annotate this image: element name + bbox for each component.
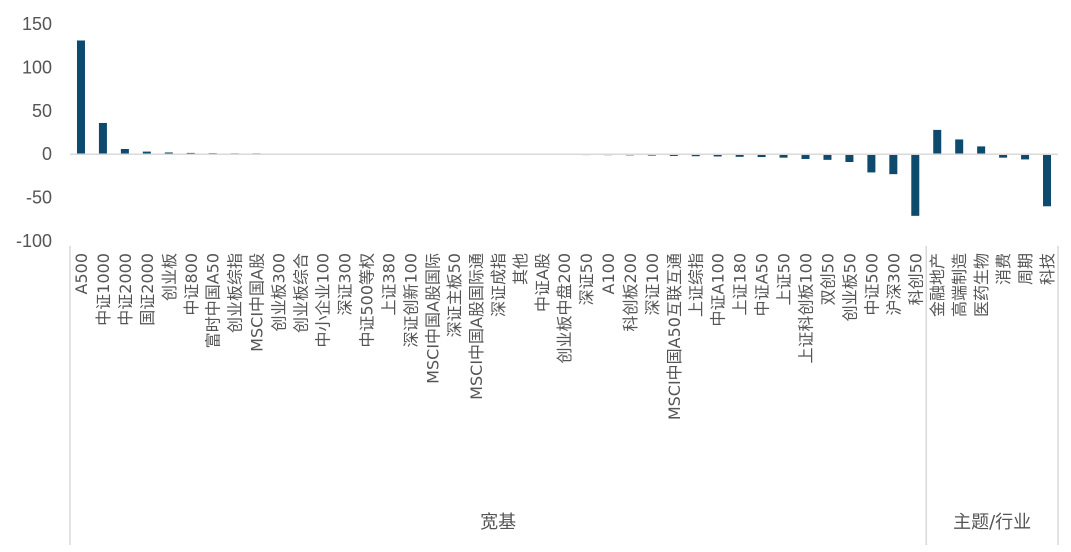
bar — [933, 129, 942, 155]
bar — [669, 154, 678, 156]
x-tick-label: 创业板50 — [840, 253, 859, 321]
x-tick-label: 科技 — [1038, 253, 1057, 285]
bar — [845, 154, 854, 163]
x-tick-label: 中证2000 — [116, 253, 135, 326]
x-tick-label: MSCI中国A50互联互通 — [665, 253, 684, 420]
x-tick-label: 创业板300 — [270, 253, 289, 332]
x-tick-label: A500 — [72, 253, 91, 294]
bar — [142, 151, 151, 155]
bar — [757, 154, 766, 158]
x-tick-label: 高端制造 — [950, 253, 969, 317]
group-label: 宽基 — [480, 512, 516, 533]
x-tick-label: 中证A50 — [753, 253, 772, 316]
bar — [164, 152, 173, 155]
y-axis: 150 100 50 0 -50 -100 — [16, 14, 52, 251]
y-tick-label: -50 — [26, 188, 52, 208]
x-tick-label: 上证科创板100 — [797, 253, 816, 364]
y-tick-label: -100 — [16, 231, 52, 251]
x-tick-label: 科创50 — [906, 253, 925, 305]
x-tick-label: 科创板200 — [621, 253, 640, 332]
bar — [867, 154, 876, 173]
bar — [999, 154, 1008, 158]
x-tick-label: 上证380 — [379, 253, 398, 316]
x-tick-label: 消费 — [994, 253, 1013, 285]
x-tick-label: 上证180 — [731, 253, 750, 316]
x-tick-label: 中小企业100 — [313, 253, 332, 348]
bar — [120, 148, 129, 155]
x-tick-label: MSCI中国A股国际 — [423, 253, 442, 384]
x-tick-label: 创业板综合 — [292, 253, 311, 333]
x-tick-label: 医药生物 — [972, 253, 991, 317]
x-tick-label: 深证成指 — [489, 253, 508, 317]
bar — [691, 154, 700, 157]
bar — [76, 40, 85, 155]
x-tick-label: 创业板综指 — [226, 253, 245, 333]
x-tick-label: MSCI中国A股 — [248, 253, 267, 352]
bar — [889, 154, 898, 175]
x-tick-label: 中证500等权 — [357, 253, 376, 348]
bar — [801, 154, 810, 159]
bar — [955, 139, 964, 155]
bar-series — [76, 40, 1052, 216]
x-tick-label: A100 — [599, 253, 618, 294]
x-tick-label: 金融地产 — [928, 253, 947, 317]
y-tick-label: 100 — [22, 57, 52, 77]
x-tick-label: 深证50 — [577, 253, 596, 305]
bar — [735, 154, 744, 157]
group-label: 主题/行业 — [953, 512, 1031, 533]
x-tick-label: 国证2000 — [138, 253, 157, 326]
x-tick-label: 深证300 — [335, 253, 354, 316]
x-tick-label: 周期 — [1016, 253, 1035, 285]
x-tick-label: 深证主板50 — [445, 253, 464, 337]
x-tick-label: 中证500 — [862, 253, 881, 316]
x-tick-label: 沪深300 — [884, 253, 903, 316]
bar — [911, 154, 920, 216]
category-groups: 宽基 主题/行业 — [69, 246, 1059, 545]
x-tick-label: 中证800 — [182, 253, 201, 316]
x-tick-label: 中证1000 — [94, 253, 113, 326]
bar — [977, 146, 986, 155]
x-tick-label: 深证创新100 — [401, 253, 420, 348]
y-tick-label: 150 — [22, 14, 52, 34]
x-tick-label: 深证100 — [643, 253, 662, 316]
y-tick-label: 0 — [42, 144, 52, 164]
x-tick-label: 创业板 — [160, 253, 179, 301]
x-axis-labels: A500 中证1000 中证2000 国证2000 创业板 中证800 富时中国A50 创业板… — [72, 253, 1057, 420]
x-tick-label: 其他 — [511, 253, 530, 285]
x-tick-label: 中证A100 — [709, 253, 728, 327]
x-tick-label: 上证50 — [775, 253, 794, 305]
bar — [1021, 154, 1030, 160]
x-tick-label: MSCI中国A股国际通 — [467, 253, 486, 400]
x-tick-label: 双创50 — [818, 253, 837, 305]
x-tick-label: 上证综指 — [687, 253, 706, 317]
bar — [98, 122, 107, 155]
x-tick-label: 创业板中盘200 — [555, 253, 574, 364]
x-tick-label: 富时中国A50 — [204, 253, 223, 348]
x-tick-label: 中证A股 — [533, 253, 552, 312]
bar — [823, 154, 832, 160]
bar — [779, 154, 788, 158]
y-tick-label: 50 — [32, 101, 52, 121]
bar — [1043, 154, 1052, 207]
bar — [713, 154, 722, 157]
